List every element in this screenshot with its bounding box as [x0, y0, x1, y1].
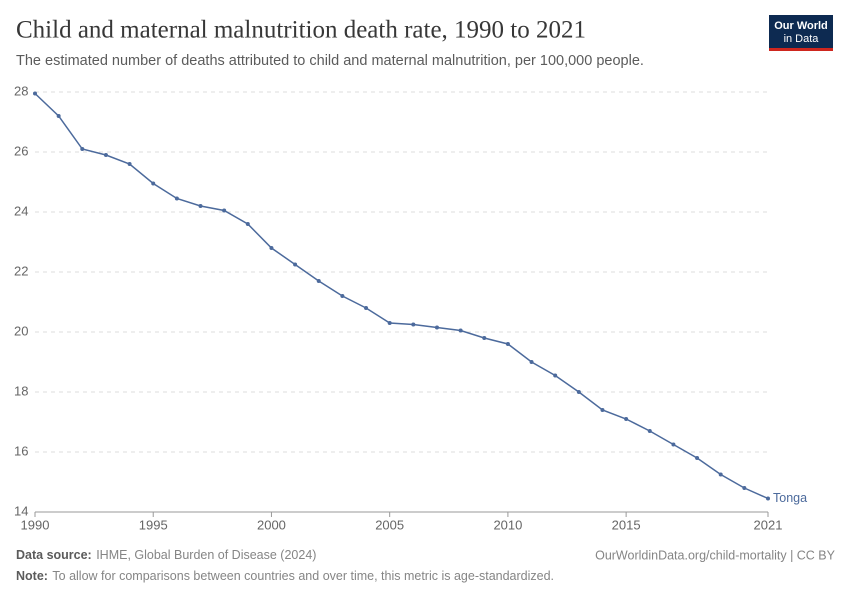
point [33, 91, 37, 96]
point [340, 294, 345, 298]
y-tick-label: 28 [14, 83, 28, 98]
note-label: Note: [16, 569, 48, 583]
point [766, 496, 770, 501]
y-tick-label: 18 [14, 383, 28, 398]
point [671, 442, 676, 447]
x-tick-label: 1990 [21, 517, 50, 532]
logo-stripe [769, 48, 833, 51]
point [718, 472, 723, 477]
y-tick-label: 24 [14, 203, 28, 218]
point [56, 114, 61, 118]
y-tick-label: 26 [14, 143, 28, 158]
x-tick-label: 2000 [257, 517, 286, 532]
source-label: Data source: [16, 548, 92, 562]
y-tick-label: 20 [14, 323, 28, 338]
point [245, 222, 250, 226]
point [411, 322, 416, 327]
logo-box [769, 15, 833, 50]
point [434, 325, 439, 330]
point [482, 336, 487, 340]
point [553, 373, 558, 378]
logo-text: in Data [784, 33, 820, 45]
line [34, 92, 769, 500]
point [222, 208, 227, 213]
point [269, 246, 274, 250]
source-text: IHME, Global Burden of Disease (2024) [96, 548, 316, 562]
point [103, 153, 108, 157]
y-tick-label: 14 [14, 503, 28, 518]
point [576, 390, 581, 394]
point [742, 486, 747, 490]
point [316, 279, 321, 283]
point [695, 456, 700, 460]
point [529, 360, 534, 364]
point [600, 408, 605, 412]
x-tick-label: 1995 [139, 517, 168, 532]
point [174, 196, 179, 201]
chart-title: Child and maternal malnutrition death ra… [16, 17, 586, 44]
x-tick-label: 2010 [493, 517, 522, 532]
point [647, 429, 652, 433]
x-tick-label: 2015 [612, 517, 641, 532]
chart-subtitle: The estimated number of deaths attribute… [16, 53, 644, 69]
x-tick-label: 2021 [754, 517, 783, 532]
x-tick-label: 2005 [375, 517, 404, 532]
point [458, 328, 463, 333]
point [80, 147, 85, 151]
y-tick-label: 22 [14, 263, 28, 278]
point [505, 342, 510, 346]
point [151, 181, 156, 186]
point [293, 262, 298, 267]
url[interactable]: OurWorldinData.org/child-mortality | CC … [595, 548, 836, 562]
note-text: To allow for comparisons between countri… [52, 569, 554, 583]
logo[interactable]: Our World in Data [769, 15, 833, 51]
point [198, 204, 203, 208]
series-label: Tonga [773, 491, 807, 505]
point [364, 306, 369, 310]
point [624, 417, 629, 421]
y-tick-label: 16 [14, 443, 28, 458]
logo-text: Our World [774, 20, 828, 32]
note: Note: To allow for comparisons between c… [16, 568, 554, 585]
point [387, 321, 392, 325]
source: Data source: IHME, Global Burden of Dise… [16, 547, 316, 564]
point [127, 162, 132, 166]
